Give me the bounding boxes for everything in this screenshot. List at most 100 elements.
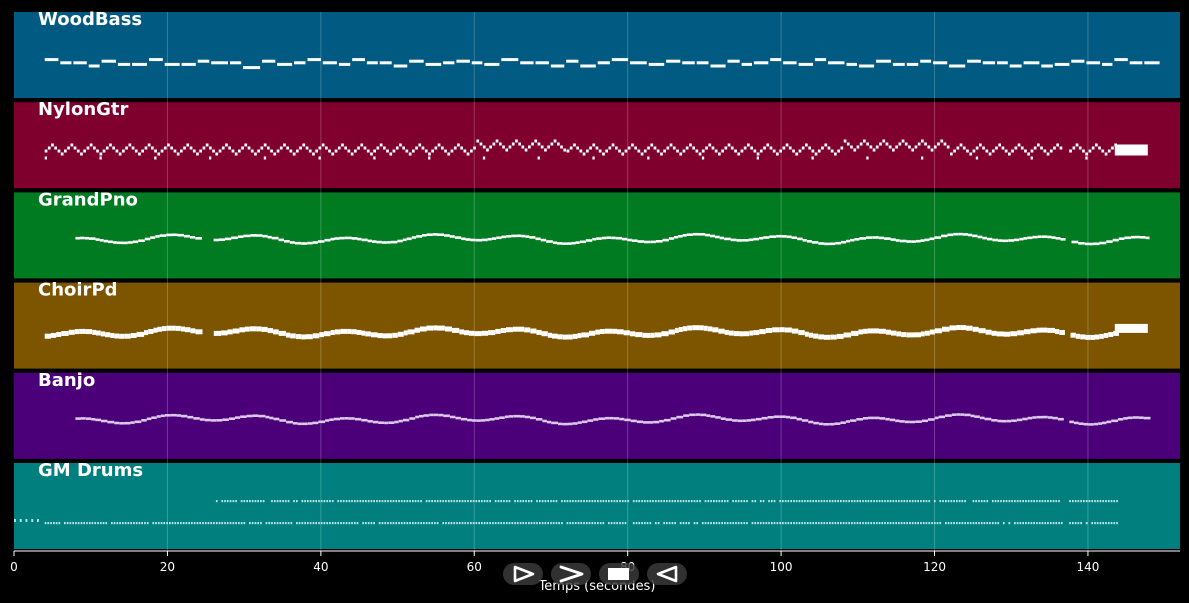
note (933, 522, 936, 525)
note (646, 500, 649, 503)
note (362, 500, 364, 503)
note (361, 418, 368, 422)
note (537, 142, 541, 146)
note (56, 332, 62, 337)
track-lane-2 (14, 192, 1180, 279)
note (269, 416, 274, 420)
note (1003, 331, 1011, 337)
note (287, 522, 290, 525)
note (586, 500, 588, 503)
note (362, 522, 364, 525)
note (213, 330, 222, 336)
note (463, 149, 467, 153)
note (950, 500, 953, 503)
note (892, 148, 895, 152)
note (74, 329, 80, 335)
note (765, 328, 773, 333)
note (689, 413, 696, 417)
note (643, 522, 646, 525)
note (931, 522, 933, 525)
note (991, 522, 994, 525)
note (424, 149, 428, 153)
note (978, 328, 986, 334)
note (843, 332, 852, 338)
note (867, 500, 870, 503)
note (938, 415, 945, 419)
note (985, 329, 992, 335)
note (653, 420, 660, 424)
note (472, 500, 475, 503)
stop-button[interactable] (599, 563, 639, 585)
note (711, 146, 715, 150)
note (597, 61, 610, 65)
note (719, 236, 724, 240)
note (473, 146, 476, 150)
note (925, 500, 928, 503)
note (330, 237, 335, 241)
note (813, 333, 819, 339)
note (1102, 522, 1105, 525)
note (1096, 500, 1099, 503)
note (863, 417, 869, 420)
note (516, 500, 519, 503)
note (649, 421, 654, 424)
note (730, 146, 734, 150)
note (323, 500, 326, 503)
note (73, 146, 77, 150)
note (605, 416, 610, 420)
fast-forward-button[interactable] (551, 563, 591, 585)
note (176, 414, 181, 417)
note (180, 326, 185, 332)
note (298, 522, 301, 525)
note (290, 522, 293, 525)
note (472, 522, 475, 525)
note (392, 500, 395, 503)
note (470, 522, 472, 525)
note (219, 238, 225, 241)
note (453, 146, 457, 150)
note (784, 500, 787, 503)
note (160, 149, 164, 153)
note (492, 522, 494, 525)
note (956, 325, 961, 330)
note (257, 149, 260, 153)
note (263, 156, 267, 160)
play-button[interactable] (503, 563, 543, 585)
note (732, 500, 734, 503)
note (366, 149, 370, 153)
note (917, 522, 919, 525)
note (75, 417, 81, 420)
note (733, 331, 740, 337)
note (415, 146, 418, 150)
note (171, 522, 174, 525)
note (25, 519, 28, 522)
note (406, 237, 412, 241)
note (372, 420, 379, 424)
note (1088, 423, 1094, 426)
note (1055, 522, 1058, 525)
note (934, 416, 939, 420)
note (761, 416, 768, 420)
note (1095, 143, 1098, 147)
note (1082, 149, 1085, 153)
note (304, 522, 306, 525)
note (202, 146, 206, 150)
note (361, 238, 368, 242)
rewind-button[interactable] (647, 563, 687, 585)
note (337, 500, 340, 503)
note (834, 522, 837, 525)
note (1046, 152, 1050, 156)
note (790, 522, 792, 525)
note (1106, 240, 1113, 243)
note (638, 522, 641, 525)
note (533, 522, 536, 525)
note (705, 233, 710, 237)
note (451, 327, 460, 333)
note (688, 522, 690, 525)
note (972, 522, 975, 525)
note (296, 500, 298, 503)
note (610, 522, 613, 525)
note (689, 143, 692, 147)
note (724, 146, 728, 150)
note (134, 149, 138, 153)
